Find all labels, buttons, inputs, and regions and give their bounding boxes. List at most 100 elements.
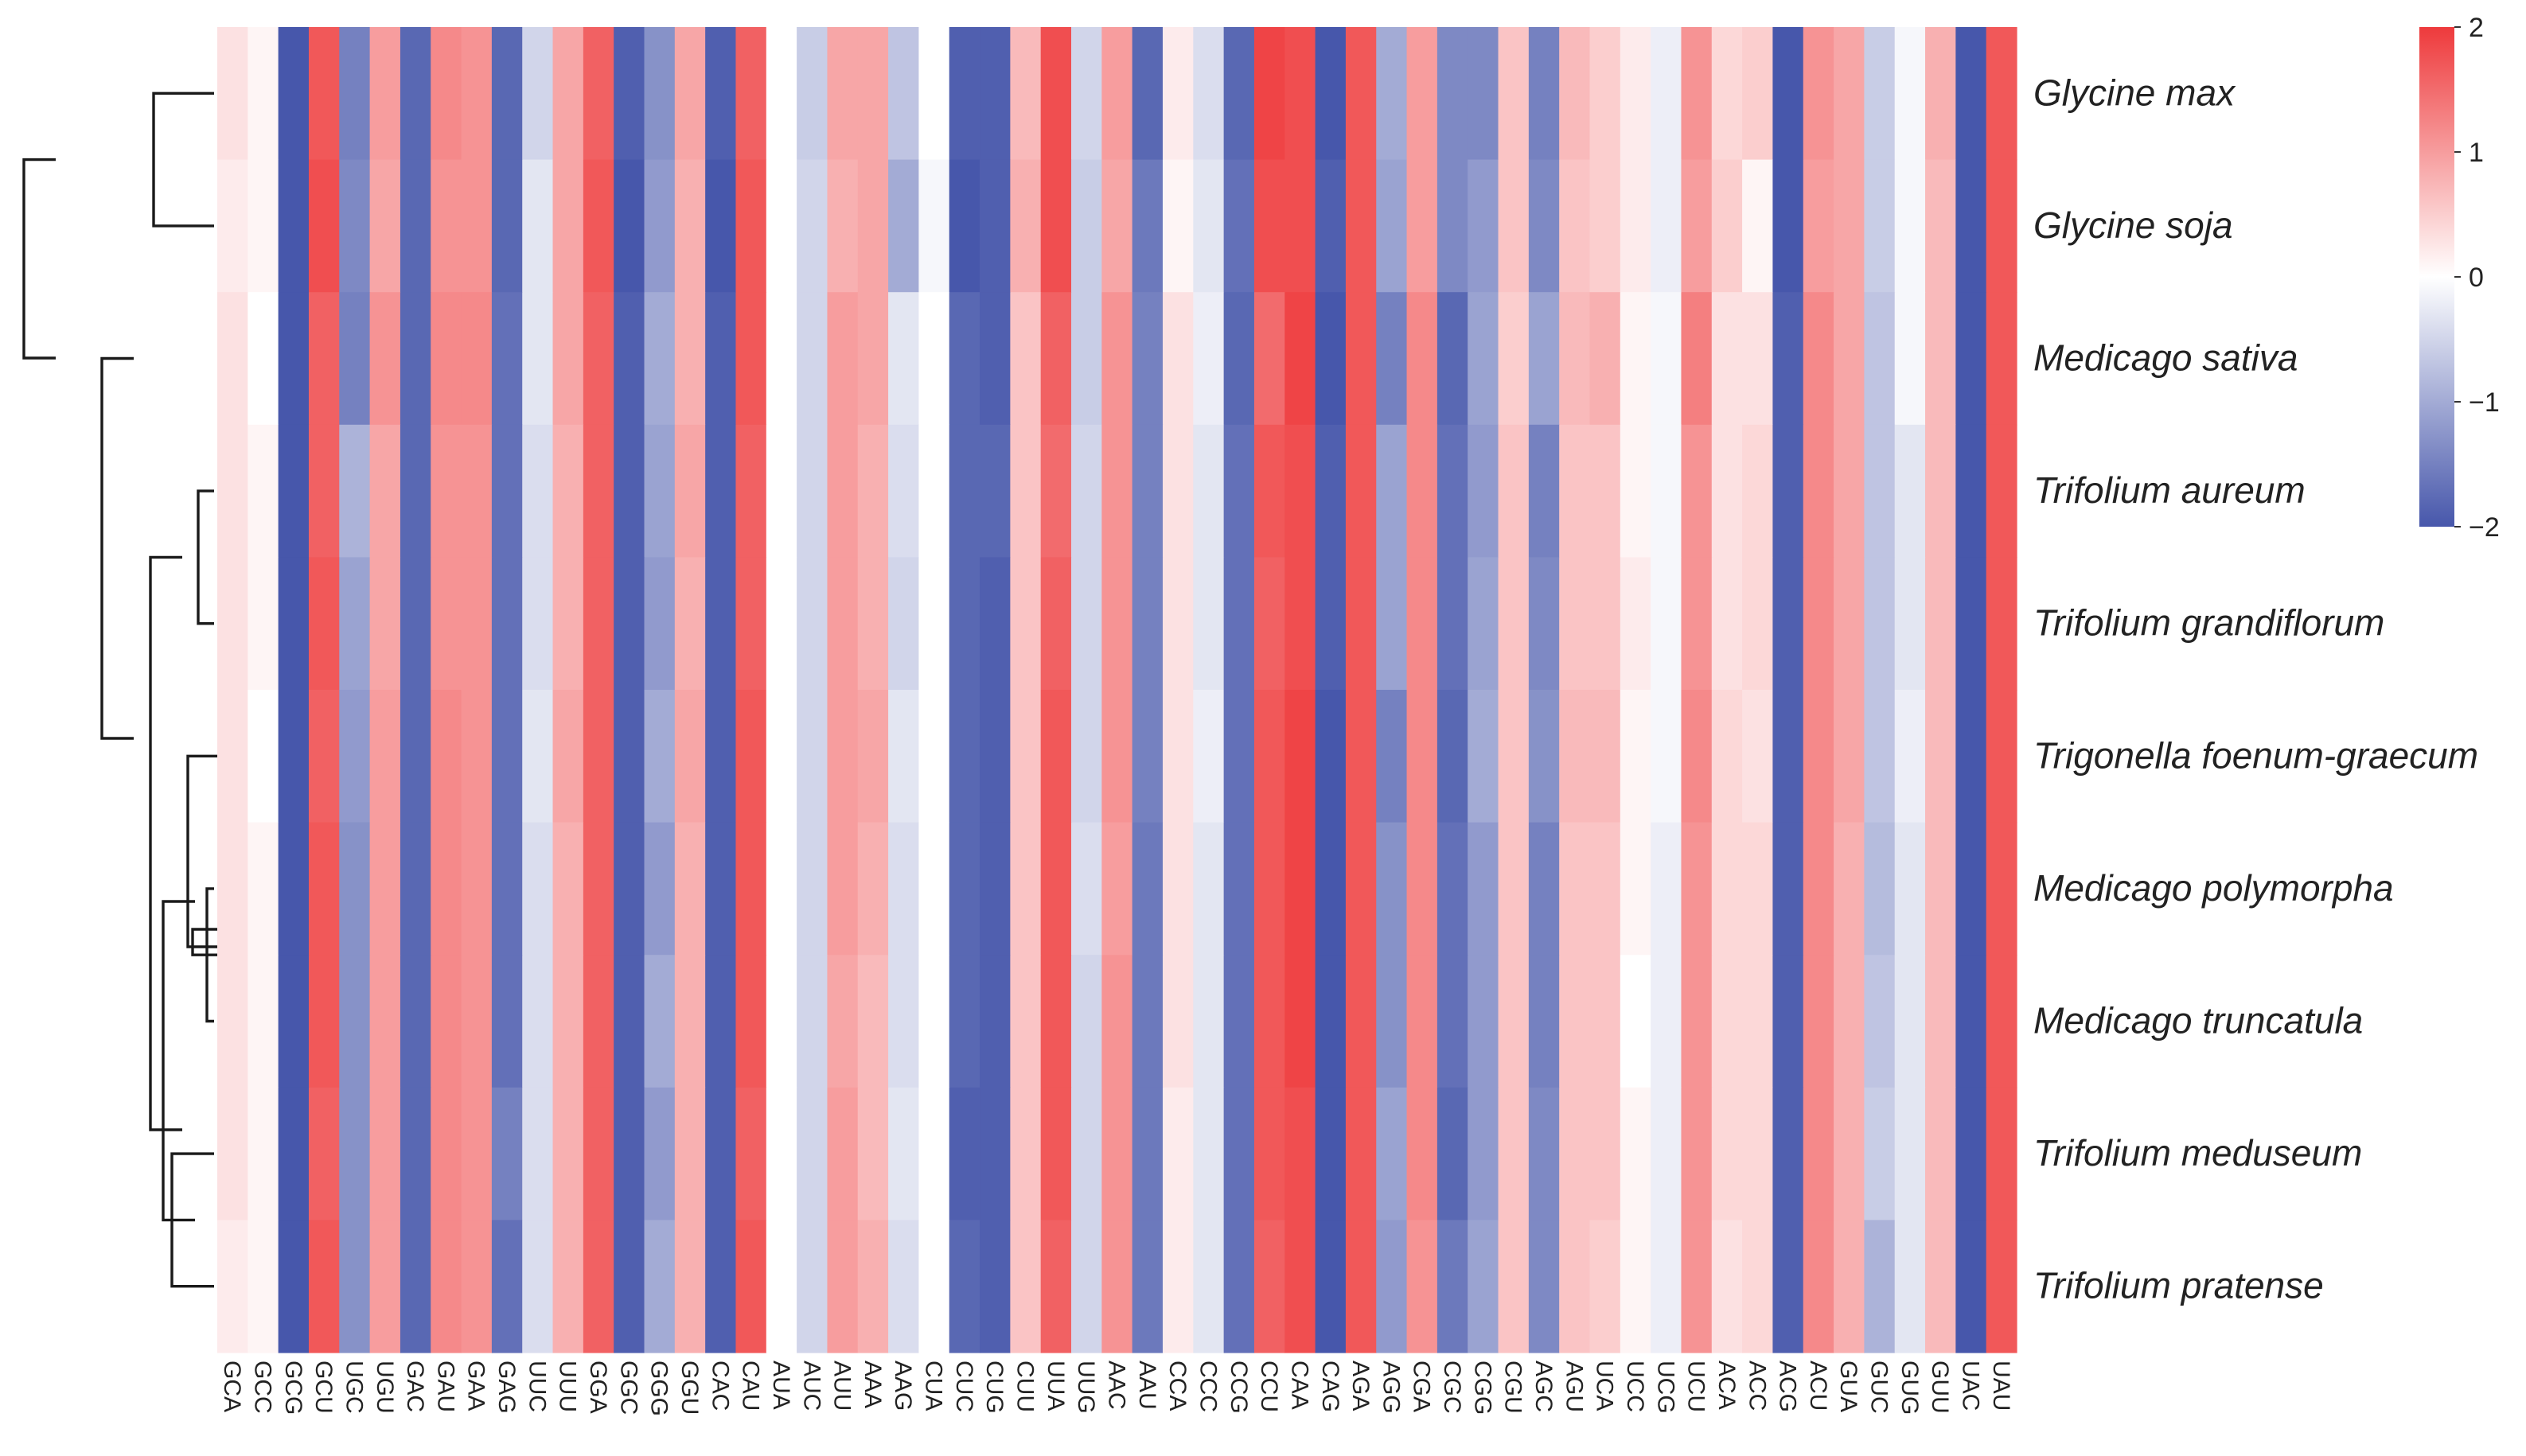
heatmap-cell	[431, 955, 462, 1088]
heatmap-cell	[461, 955, 493, 1088]
heatmap-cell	[1101, 822, 1133, 956]
heatmap-cell	[1132, 292, 1164, 426]
heatmap-cell	[248, 424, 279, 558]
heatmap-cell	[491, 1087, 523, 1220]
heatmap-cell	[1528, 557, 1560, 691]
heatmap-cell	[1223, 822, 1255, 956]
heatmap-cell	[491, 424, 523, 558]
heatmap-cell	[1620, 822, 1651, 956]
heatmap-cell	[1681, 27, 1713, 161]
heatmap-cell	[1986, 690, 2017, 823]
heatmap-cell	[1651, 424, 1682, 558]
heatmap-cell	[491, 159, 523, 293]
heatmap-cell	[797, 955, 828, 1088]
heatmap-cell	[1132, 1087, 1164, 1220]
heatmap-cell	[1223, 27, 1255, 161]
column-label: AAU	[1134, 1361, 1160, 1410]
heatmap-cell	[1559, 424, 1591, 558]
heatmap-cell	[888, 424, 919, 558]
heatmap-cell	[217, 1220, 248, 1353]
column-label: CUA	[921, 1361, 947, 1411]
heatmap-cell	[1742, 822, 1774, 956]
heatmap-cell	[857, 690, 889, 823]
heatmap-cell	[674, 159, 706, 293]
column-label: AUA	[768, 1361, 794, 1410]
heatmap-cell	[369, 557, 401, 691]
heatmap-cell	[918, 159, 950, 293]
heatmap-cell	[766, 159, 797, 293]
column-label: CAG	[1317, 1361, 1343, 1412]
heatmap-cell	[1864, 690, 1896, 823]
heatmap-cell	[1071, 159, 1102, 293]
heatmap-cell	[644, 690, 676, 823]
heatmap-cell	[1620, 1220, 1651, 1353]
heatmap-cell	[1010, 557, 1042, 691]
heatmap-cell	[980, 27, 1011, 161]
heatmap-cell	[1894, 1220, 1926, 1353]
column-label: AAA	[860, 1361, 886, 1408]
heatmap-cell	[248, 27, 279, 161]
column-label: GAA	[463, 1361, 489, 1411]
heatmap-cell	[614, 292, 645, 426]
heatmap-cell	[1193, 690, 1225, 823]
heatmap-cell	[1436, 822, 1468, 956]
heatmap-cell	[431, 159, 462, 293]
heatmap-cell	[217, 159, 248, 293]
heatmap-cell	[1589, 424, 1621, 558]
heatmap-cell	[1620, 159, 1651, 293]
heatmap-cell	[1376, 1087, 1408, 1220]
heatmap-cell	[1711, 557, 1743, 691]
legend-tick-label: 2	[2469, 13, 2484, 43]
heatmap-cell	[369, 424, 401, 558]
heatmap-cell	[1925, 159, 1956, 293]
heatmap-cell	[369, 690, 401, 823]
heatmap-cell	[1986, 822, 2017, 956]
heatmap-cell	[1101, 1220, 1133, 1353]
heatmap-cell	[1132, 27, 1164, 161]
heatmap-cell	[1010, 424, 1042, 558]
heatmap-cell	[1162, 424, 1194, 558]
heatmap-cell	[644, 1220, 676, 1353]
heatmap-cell	[1498, 690, 1530, 823]
column-label: CAA	[1286, 1361, 1312, 1410]
heatmap-cell	[1620, 955, 1651, 1088]
heatmap-cell	[1376, 27, 1408, 161]
column-label: CUU	[1012, 1361, 1039, 1412]
heatmap-cell	[1468, 27, 1499, 161]
heatmap-cell	[1223, 1087, 1255, 1220]
heatmap-cell	[918, 27, 950, 161]
heatmap-cell	[522, 424, 554, 558]
heatmap-cell	[1651, 27, 1682, 161]
heatmap-cell	[1955, 955, 1987, 1088]
row-label: Trifolium grandiflorum	[2033, 602, 2384, 644]
heatmap-cell	[1253, 1087, 1285, 1220]
heatmap-cell	[1894, 424, 1926, 558]
heatmap-cell	[1742, 27, 1774, 161]
heatmap-cell	[980, 424, 1011, 558]
heatmap-cell	[1589, 822, 1621, 956]
heatmap-cell	[1834, 1087, 1865, 1220]
heatmap-cell	[1162, 955, 1194, 1088]
heatmap-cell	[797, 557, 828, 691]
heatmap-cell	[797, 27, 828, 161]
heatmap-cell	[308, 27, 340, 161]
heatmap-cell	[1193, 292, 1225, 426]
heatmap-cell	[1528, 292, 1560, 426]
heatmap-cell	[339, 159, 371, 293]
heatmap-cell	[491, 822, 523, 956]
heatmap-cell	[1620, 690, 1651, 823]
heatmap-cell	[735, 557, 767, 691]
heatmap-cell	[1101, 292, 1133, 426]
heatmap-cell	[1711, 424, 1743, 558]
heatmap-cell	[369, 1220, 401, 1353]
heatmap-cell	[766, 1087, 797, 1220]
heatmap-cell	[827, 955, 859, 1088]
heatmap-cell	[1894, 159, 1926, 293]
heatmap-cell	[1925, 424, 1956, 558]
heatmap-cell	[735, 955, 767, 1088]
heatmap-cell	[1345, 292, 1377, 426]
heatmap-cell	[1620, 1087, 1651, 1220]
heatmap-cell	[1040, 292, 1072, 426]
heatmap-cell	[1834, 27, 1865, 161]
